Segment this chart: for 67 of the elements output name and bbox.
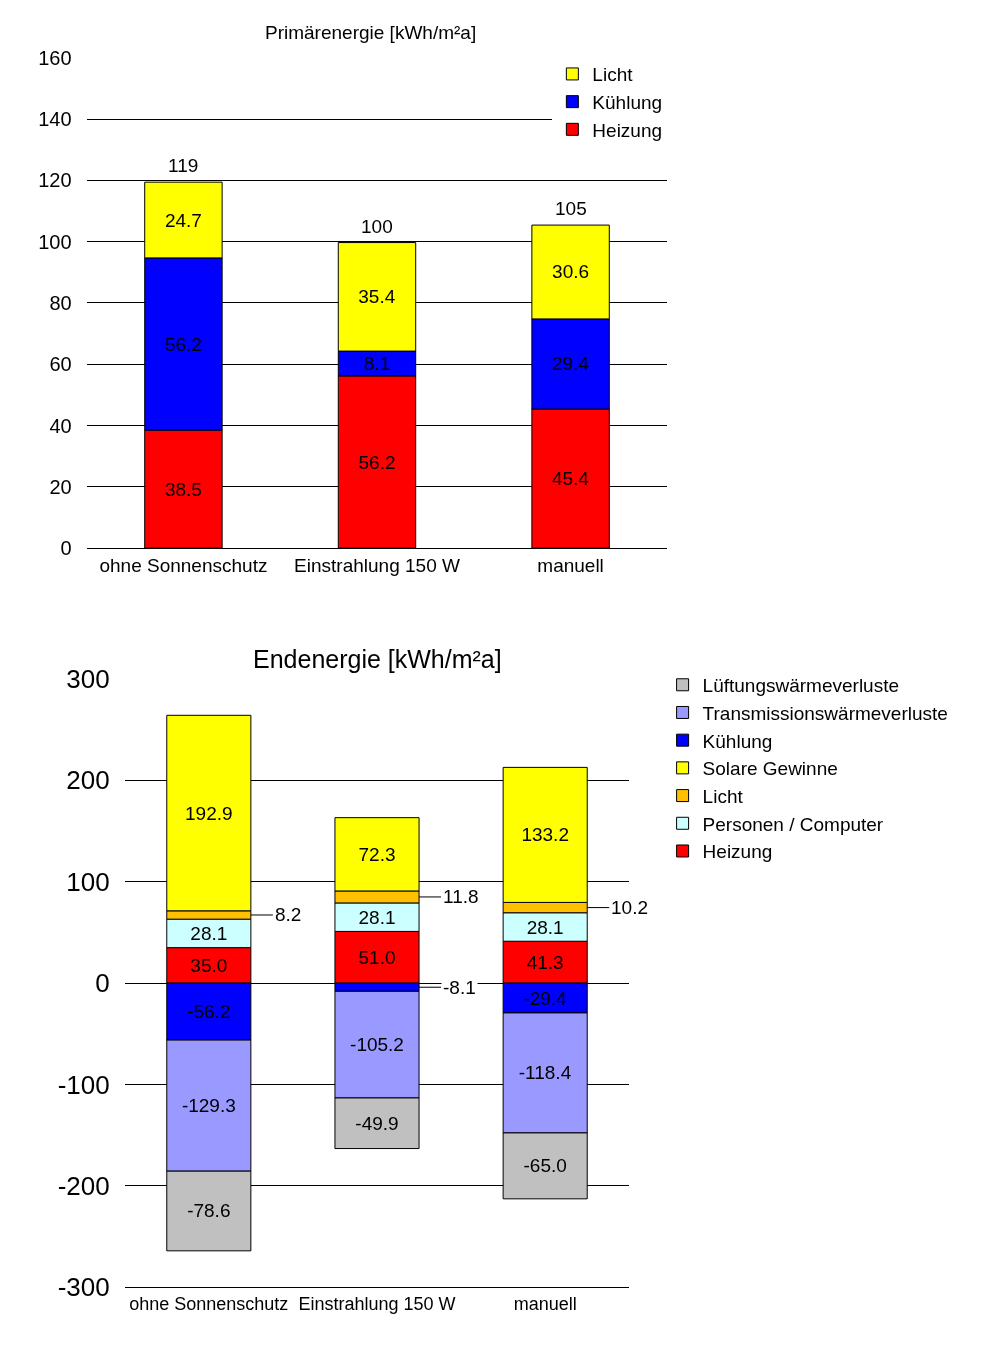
data-label: -56.2	[187, 1001, 231, 1023]
data-label: 24.7	[164, 209, 202, 231]
legend-label: Lüftungswärmeverluste	[702, 675, 900, 697]
data-label: 38.5	[164, 478, 202, 500]
y-tick-label: 100	[38, 230, 72, 253]
data-label: 8.1	[363, 353, 391, 374]
data-label: 30.6	[552, 261, 590, 283]
data-label: 192.9	[185, 802, 233, 824]
data-label: 45.4	[551, 468, 590, 490]
y-tick-label: 80	[49, 291, 72, 314]
legend-label: Kühlung	[592, 92, 663, 114]
data-label: 133.2	[521, 824, 569, 846]
total-label: 119	[168, 155, 199, 176]
data-label: 28.1	[526, 916, 564, 938]
y-tick-label: 300	[66, 664, 110, 695]
data-label: 41.3	[526, 951, 564, 973]
data-label: 35.0	[190, 954, 228, 976]
data-label: 35.4	[358, 286, 396, 308]
y-tick-label: 200	[66, 765, 110, 796]
data-label: 11.8	[443, 886, 479, 907]
x-tick-label: manuell	[537, 555, 604, 576]
y-tick-label: 20	[49, 475, 72, 498]
y-tick-label: 140	[38, 108, 72, 131]
data-label: 10.2	[611, 897, 648, 918]
data-label: -29.4	[523, 987, 568, 1009]
legend-label: Licht	[592, 64, 634, 86]
data-label: 56.2	[164, 333, 202, 355]
y-tick-label: 100	[66, 866, 110, 897]
y-tick-label: 40	[49, 414, 72, 437]
x-tick-label: ohne Sonnenschutz	[99, 555, 268, 576]
data-label: 8.2	[275, 904, 302, 925]
data-label: -129.3	[181, 1095, 236, 1117]
legend-label: Kühlung	[702, 730, 773, 752]
data-label: -118.4	[518, 1062, 572, 1084]
y-tick-label: 120	[38, 169, 72, 192]
chart-title: Endenergie [kWh/m²a]	[253, 645, 502, 673]
data-label: 29.4	[551, 353, 590, 375]
total-label: 105	[555, 198, 587, 219]
data-label: 56.2	[358, 451, 396, 473]
x-tick-label: Einstrahlung 150 W	[298, 1293, 456, 1314]
total-label: 100	[361, 216, 393, 237]
legend-label: Heizung	[702, 841, 773, 863]
legend-label: Solare Gewinne	[702, 758, 838, 780]
data-label: 72.3	[358, 843, 396, 865]
y-tick-label: 0	[95, 968, 110, 999]
data-label: -49.9	[355, 1112, 399, 1134]
data-label: -8.1	[443, 977, 476, 998]
y-tick-label: 0	[60, 537, 72, 560]
legend-label: Licht	[702, 785, 744, 807]
y-tick-label: -100	[57, 1069, 110, 1100]
data-label: -78.6	[187, 1200, 231, 1222]
legend-label: Heizung	[592, 119, 663, 141]
x-tick-label: manuell	[513, 1293, 577, 1314]
data-label: -105.2	[350, 1034, 404, 1056]
x-tick-label: ohne Sonnenschutz	[129, 1293, 289, 1314]
data-label: 28.1	[358, 906, 396, 928]
y-tick-label: 60	[49, 353, 72, 376]
y-tick-label: -300	[57, 1272, 110, 1303]
data-label: 51.0	[358, 946, 396, 968]
y-tick-label: 160	[38, 46, 72, 69]
data-label: -65.0	[523, 1155, 567, 1177]
legend-label: Transmissionswärmeverluste	[702, 702, 948, 724]
legend-label: Personen / Computer	[702, 813, 884, 835]
x-tick-label: Einstrahlung 150 W	[294, 555, 460, 576]
data-label: 28.1	[190, 922, 228, 944]
chart-title: Primärenergie [kWh/m²a]	[265, 22, 477, 43]
y-tick-label: -200	[57, 1170, 110, 1201]
